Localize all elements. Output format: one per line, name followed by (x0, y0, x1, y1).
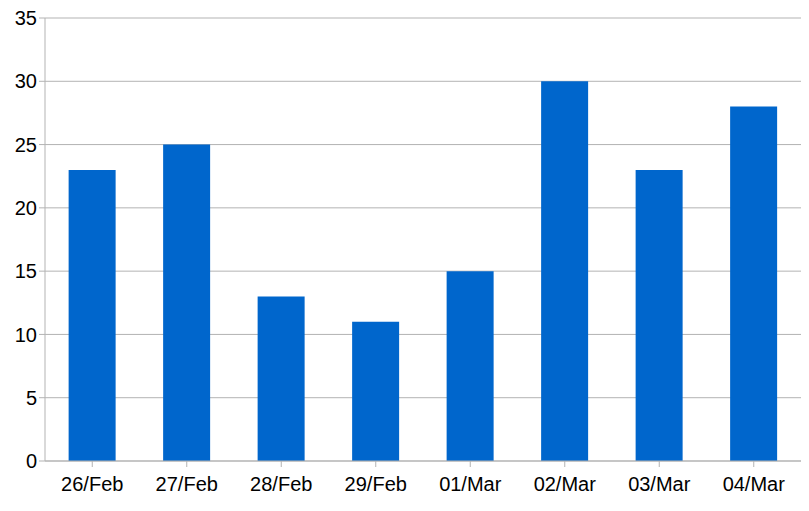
svg-text:30: 30 (15, 70, 37, 92)
svg-text:28/Feb: 28/Feb (250, 473, 312, 495)
svg-text:15: 15 (15, 260, 37, 282)
svg-text:29/Feb: 29/Feb (345, 473, 407, 495)
svg-text:35: 35 (15, 7, 37, 29)
svg-text:20: 20 (15, 197, 37, 219)
svg-text:03/Mar: 03/Mar (628, 473, 691, 495)
svg-text:26/Feb: 26/Feb (61, 473, 123, 495)
svg-text:10: 10 (15, 324, 37, 346)
svg-text:04/Mar: 04/Mar (723, 473, 786, 495)
svg-text:5: 5 (26, 387, 37, 409)
svg-text:27/Feb: 27/Feb (156, 473, 218, 495)
svg-text:0: 0 (26, 450, 37, 472)
svg-text:25: 25 (15, 134, 37, 156)
svg-text:01/Mar: 01/Mar (439, 473, 502, 495)
svg-text:02/Mar: 02/Mar (534, 473, 597, 495)
